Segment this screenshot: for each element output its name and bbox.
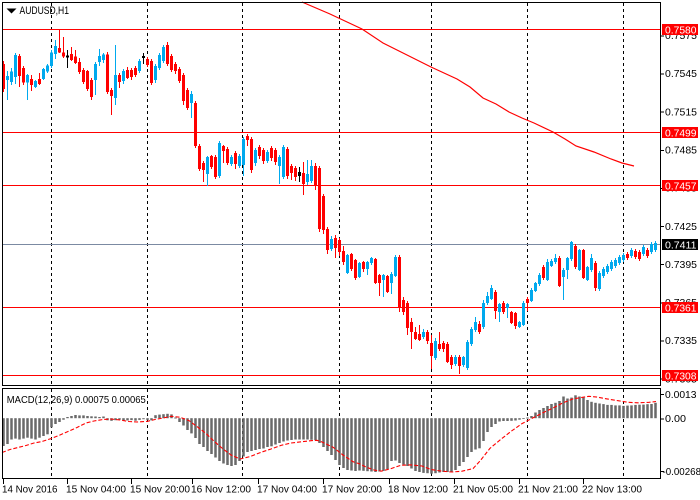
svg-text:0.7425: 0.7425 bbox=[665, 222, 697, 233]
svg-text:-0.00268: -0.00268 bbox=[663, 467, 700, 478]
svg-text:0.7411: 0.7411 bbox=[665, 240, 697, 251]
svg-text:15 Nov 20:00: 15 Nov 20:00 bbox=[130, 484, 190, 496]
svg-text:0.7545: 0.7545 bbox=[665, 69, 697, 80]
svg-text:18 Nov 12:00: 18 Nov 12:00 bbox=[388, 484, 448, 496]
svg-text:21 Nov 05:00: 21 Nov 05:00 bbox=[453, 484, 513, 496]
svg-text:0.7575: 0.7575 bbox=[665, 31, 697, 42]
svg-text:15 Nov 04:00: 15 Nov 04:00 bbox=[66, 484, 126, 496]
svg-text:MACD(12,26,9) 0.00075 0.00065: MACD(12,26,9) 0.00075 0.00065 bbox=[7, 395, 146, 406]
svg-text:0.7515: 0.7515 bbox=[665, 107, 697, 118]
svg-text:0.7457: 0.7457 bbox=[665, 181, 697, 192]
svg-text:0.00: 0.00 bbox=[665, 414, 686, 425]
svg-text:0.7308: 0.7308 bbox=[665, 371, 697, 382]
svg-text:17 Nov 20:00: 17 Nov 20:00 bbox=[322, 484, 382, 496]
svg-text:0.7485: 0.7485 bbox=[665, 146, 697, 157]
svg-text:0.7580: 0.7580 bbox=[665, 25, 697, 36]
svg-text:22 Nov 13:00: 22 Nov 13:00 bbox=[582, 484, 642, 496]
svg-text:0.0013: 0.0013 bbox=[665, 390, 697, 401]
svg-text:0.7361: 0.7361 bbox=[665, 303, 697, 314]
svg-text:14 Nov 2016: 14 Nov 2016 bbox=[2, 484, 58, 496]
svg-text:21 Nov 21:00: 21 Nov 21:00 bbox=[518, 484, 578, 496]
svg-text:0.7395: 0.7395 bbox=[665, 260, 697, 271]
svg-text:0.7499: 0.7499 bbox=[665, 128, 697, 139]
svg-text:17 Nov 04:00: 17 Nov 04:00 bbox=[257, 484, 317, 496]
svg-text:0.7335: 0.7335 bbox=[665, 336, 697, 347]
svg-text:AUDUSD,H1: AUDUSD,H1 bbox=[20, 5, 70, 17]
svg-text:16 Nov 12:00: 16 Nov 12:00 bbox=[191, 484, 251, 496]
